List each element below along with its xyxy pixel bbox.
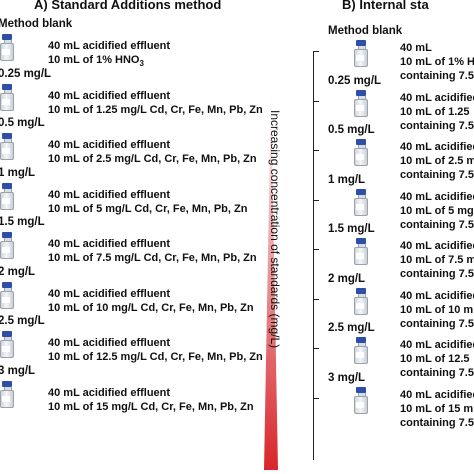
- effluent-volume-text: 40 mL acidified effluent: [48, 188, 171, 201]
- bracket-tick: [313, 150, 319, 151]
- standard-addition-text: 10 mL of 7.5 m: [400, 254, 474, 266]
- effluent-volume-text: 40 mL acidified effluent: [48, 287, 171, 300]
- effluent-volume-text: 40 mL acidified effluent: [48, 238, 171, 250]
- bracket-tick: [313, 199, 319, 201]
- standard-addition-text: 10 mL of 15 mg/L Cd, Cr, Fe, Mn, Pb, Zn: [48, 400, 254, 413]
- standard-addition-text: 10 mL of 5 mg: [400, 204, 474, 217]
- level-label: 1 mg/L: [328, 173, 366, 186]
- bottle-icon: [0, 83, 14, 111]
- level-label: 1.5 mg/L: [328, 223, 375, 235]
- bottle-icon: [0, 182, 14, 210]
- subscript-text: 3: [139, 59, 144, 69]
- standard-addition-text: 10 mL of 15 m: [400, 402, 474, 415]
- bottle-icon: [0, 281, 14, 309]
- standard-addition-text: 10 mL of 10 mg/L Cd, Cr, Fe, Mn, Pb, Zn: [48, 301, 254, 314]
- standard-addition-text: 10 mL of 12.5 mg/L Cd, Cr, Fe, Mn, Pb, Z…: [48, 351, 263, 363]
- level-label: 1.5 mg/L: [0, 216, 45, 228]
- bottle-icon: [354, 139, 368, 166]
- panel-b-bracket-line: [313, 51, 314, 460]
- effluent-volume-text: 40 mL acidified effluent: [48, 337, 171, 349]
- effluent-volume-text: 40 mL acidified: [400, 388, 474, 401]
- standard-addition-text: 10 mL of 10 m: [400, 303, 474, 316]
- effluent-volume-text: 40 mL: [400, 42, 432, 54]
- internal-standard-text: containing 7.5: [400, 367, 474, 379]
- effluent-volume-text: 40 mL acidified effluent: [48, 40, 171, 52]
- bracket-tick: [313, 51, 319, 52]
- effluent-volume-text: 40 mL acidified: [400, 289, 474, 302]
- gradient-axis-label-text: Increasing concentration of standards (m…: [268, 110, 282, 349]
- bottle-icon: [0, 380, 14, 408]
- effluent-volume-text: 40 mL acidified e: [400, 240, 474, 252]
- panel-a-title: A) Standard Additions method: [34, 0, 222, 12]
- bottle-icon: [354, 238, 368, 265]
- level-label: 3 mg/L: [328, 371, 366, 384]
- effluent-volume-text: 40 mL acidified e: [400, 141, 474, 153]
- standard-addition-text: 10 mL of 2.5 m: [400, 155, 474, 167]
- standard-addition-text: 10 mL of 2.5 mg/L Cd, Cr, Fe, Mn, Pb, Zn: [48, 153, 257, 165]
- standard-addition-text: 10 mL of 1.25 mg/L Cd, Cr, Fe, Mn, Pb, Z…: [48, 103, 263, 116]
- level-label: 2 mg/L: [0, 265, 36, 278]
- internal-standard-text: containing 7.5: [400, 169, 474, 181]
- level-label: 0.5 mg/L: [328, 124, 375, 136]
- concentration-gradient-wedge: [264, 88, 278, 470]
- level-label: 2 mg/L: [328, 272, 366, 285]
- bracket-tick: [313, 348, 319, 349]
- bottle-icon: [354, 386, 368, 414]
- internal-standard-text: containing 7.5: [400, 268, 474, 280]
- effluent-volume-text: 40 mL acidified e: [400, 190, 474, 203]
- internal-standard-text: containing 7.5: [400, 218, 474, 231]
- bracket-tick: [313, 298, 319, 300]
- bottle-icon: [0, 232, 14, 259]
- level-label: Method blank: [0, 18, 73, 30]
- standard-addition-text: 10 mL of 1.25: [400, 105, 470, 118]
- gradient-axis-label: Increasing concentration of standards (m…: [268, 110, 300, 348]
- level-label: Method blank: [328, 25, 403, 37]
- standard-addition-text: 10 mL of 5 mg/L Cd, Cr, Fe, Mn, Pb, Zn: [48, 202, 248, 215]
- standard-addition-text: 10 mL of 12.5: [400, 353, 470, 365]
- bottle-icon: [354, 337, 368, 364]
- standard-addition-text: 10 mL of 1% HNO3: [48, 54, 144, 69]
- effluent-volume-text: 40 mL acidified effluent: [48, 139, 171, 151]
- internal-standard-text: containing 7.5: [400, 317, 474, 330]
- level-label: 0.5 mg/L: [0, 117, 45, 129]
- level-label: 0.25 mg/L: [0, 67, 52, 80]
- bracket-tick: [313, 249, 319, 250]
- bottle-icon: [0, 34, 14, 61]
- effluent-volume-text: 40 mL acidified effluent: [48, 386, 171, 399]
- internal-standard-text: containing 7.5: [400, 119, 474, 132]
- bottle-icon: [354, 287, 368, 315]
- level-label: 2.5 mg/L: [0, 315, 45, 327]
- bottle-icon: [354, 40, 368, 67]
- panel-b-title: B) Internal sta: [342, 0, 429, 12]
- bracket-tick: [313, 397, 319, 399]
- effluent-volume-text: 40 mL acidified: [400, 339, 474, 351]
- bottle-icon: [354, 89, 368, 117]
- level-label: 2.5 mg/L: [328, 322, 375, 334]
- internal-standard-text: containing 7.5: [400, 416, 474, 429]
- internal-standard-text: containing 7.5: [400, 70, 474, 82]
- bottle-icon: [354, 188, 368, 216]
- standard-addition-text: 10 mL of 7.5 mg/L Cd, Cr, Fe, Mn, Pb, Zn: [48, 252, 257, 264]
- standard-addition-text: 10 mL of 1% H: [400, 56, 474, 68]
- bracket-tick: [313, 100, 319, 102]
- bottle-icon: [0, 133, 14, 160]
- level-label: 0.25 mg/L: [328, 74, 382, 87]
- effluent-volume-text: 40 mL acidified effluent: [48, 89, 171, 102]
- bottle-icon: [0, 331, 14, 358]
- level-label: 3 mg/L: [0, 364, 36, 377]
- level-label: 1 mg/L: [0, 166, 36, 179]
- effluent-volume-text: 40 mL acidified e: [400, 91, 474, 104]
